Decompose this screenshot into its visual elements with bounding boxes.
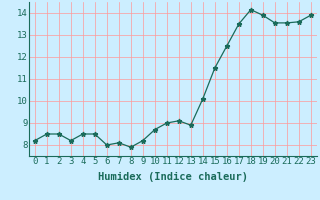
X-axis label: Humidex (Indice chaleur): Humidex (Indice chaleur) xyxy=(98,172,248,182)
